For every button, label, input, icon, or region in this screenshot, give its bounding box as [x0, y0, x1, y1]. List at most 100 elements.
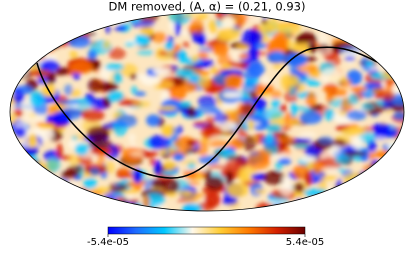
- map-blob: [24, 14, 36, 30]
- map-blob: [386, 205, 404, 211]
- map-blob: [246, 154, 271, 171]
- map-blob: [182, 203, 203, 211]
- map-blob: [342, 172, 367, 187]
- map-blob: [70, 200, 84, 211]
- map-blob: [57, 99, 80, 105]
- map-blob: [51, 189, 73, 206]
- map-blob: [259, 108, 284, 120]
- map-blob: [28, 57, 38, 66]
- map-blob: [242, 71, 261, 80]
- map-blob: [15, 56, 27, 69]
- map-blob: [10, 189, 22, 204]
- map-blob: [299, 131, 317, 138]
- map-blob: [130, 20, 155, 29]
- map-blob: [378, 159, 402, 172]
- map-blob: [386, 185, 404, 200]
- map-blob: [345, 191, 369, 200]
- map-blob: [254, 189, 267, 194]
- map-blob: [285, 52, 307, 67]
- map-blob: [10, 179, 31, 188]
- map-blob: [152, 68, 171, 75]
- map-blob: [253, 97, 267, 112]
- map-blob: [290, 102, 297, 118]
- map-blob: [270, 89, 282, 99]
- map-blob: [390, 182, 404, 198]
- map-blob: [10, 169, 24, 177]
- map-blob: [236, 43, 249, 50]
- map-blob: [267, 51, 286, 64]
- map-blob: [18, 162, 39, 173]
- map-blob: [205, 176, 224, 191]
- map-blob: [372, 123, 390, 133]
- map-blob: [394, 59, 402, 74]
- map-blob: [121, 197, 129, 211]
- map-blob: [131, 100, 151, 108]
- map-blob: [27, 27, 39, 42]
- map-blob: [208, 164, 230, 169]
- map-blob: [387, 175, 404, 186]
- map-blob: [360, 13, 383, 18]
- map-blob: [393, 193, 404, 205]
- map-blob: [304, 171, 313, 187]
- map-blob: [341, 126, 366, 136]
- map-blob: [102, 96, 111, 108]
- map-blob: [312, 159, 323, 175]
- map-blob: [337, 202, 361, 211]
- map-blob: [13, 150, 21, 166]
- map-blob: [348, 180, 367, 191]
- map-blob: [317, 136, 335, 146]
- map-blob: [56, 143, 63, 159]
- map-blob: [362, 14, 385, 21]
- map-blob: [104, 22, 111, 34]
- map-blob: [334, 197, 341, 203]
- map-blob: [115, 114, 138, 128]
- map-blob: [296, 63, 317, 73]
- map-blob: [146, 150, 160, 156]
- map-blob: [186, 106, 197, 118]
- map-blob: [15, 173, 31, 178]
- map-blob: [358, 194, 373, 206]
- map-blob: [193, 61, 215, 68]
- map-blob: [61, 187, 83, 195]
- map-blob: [84, 13, 104, 26]
- map-blob: [63, 84, 73, 96]
- map-blob: [148, 134, 171, 150]
- map-blob: [33, 190, 45, 196]
- map-blob: [396, 160, 404, 175]
- map-blob: [137, 49, 155, 56]
- map-blob: [310, 195, 330, 202]
- map-blob: [240, 29, 263, 46]
- map-blob: [13, 31, 22, 40]
- map-blob: [342, 27, 359, 37]
- map-blob: [377, 203, 398, 208]
- map-blob: [317, 29, 329, 45]
- map-blob: [10, 31, 17, 47]
- map-blob: [351, 137, 363, 150]
- map-blob: [346, 110, 367, 121]
- map-blob: [374, 60, 394, 69]
- map-blob: [197, 141, 208, 157]
- map-blob: [51, 28, 58, 36]
- map-blob: [77, 18, 91, 25]
- map-blob: [87, 54, 97, 60]
- map-blob: [74, 143, 89, 156]
- map-blob: [341, 49, 363, 57]
- map-blob: [146, 114, 161, 127]
- map-blob: [367, 152, 376, 160]
- map-blob: [247, 119, 255, 131]
- map-blob: [173, 136, 196, 150]
- map-blob: [69, 50, 78, 59]
- map-blob: [354, 186, 376, 200]
- map-blob: [394, 51, 404, 63]
- map-blob: [187, 72, 201, 83]
- map-blob: [248, 45, 259, 61]
- map-blob: [67, 184, 75, 196]
- map-blob: [185, 139, 201, 144]
- map-blob: [324, 19, 343, 34]
- map-blob: [182, 13, 201, 18]
- map-blob: [29, 30, 41, 39]
- colorbar: [107, 226, 306, 235]
- map-blob: [68, 191, 91, 204]
- map-blob: [84, 13, 95, 18]
- map-blob: [319, 13, 339, 18]
